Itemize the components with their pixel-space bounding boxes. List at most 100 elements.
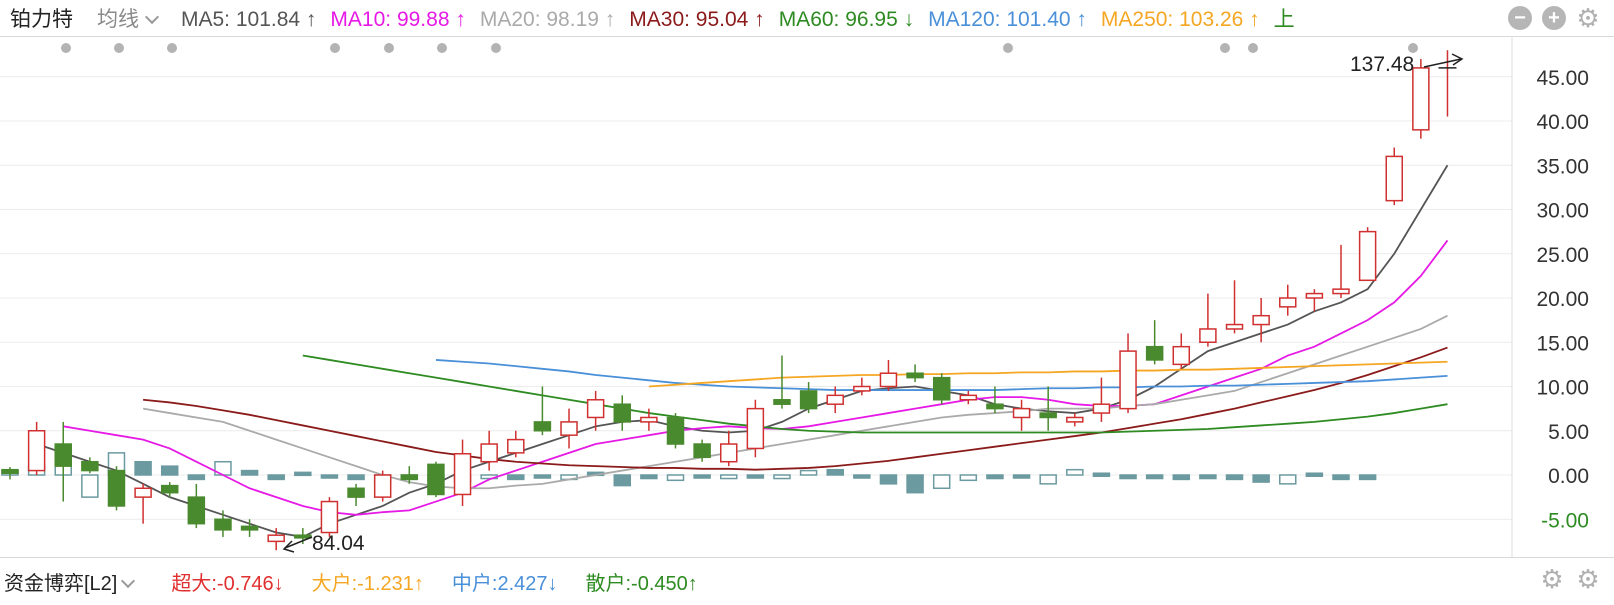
- flow-bar: [1279, 474, 1297, 485]
- low-price-label: 84.04: [312, 532, 365, 555]
- flow-bar: [1252, 474, 1270, 483]
- ma-line-ma30: [143, 346, 1448, 471]
- flow-bar: [1039, 474, 1057, 485]
- event-marker: [114, 43, 124, 53]
- chart-header: 铂力特 均线 MA5: 101.84 ↑ MA10: 99.88 ↑ MA20: 9…: [0, 0, 1614, 37]
- candle-body: [27, 430, 46, 472]
- ma-label: MA120: 101.40 ↑: [928, 8, 1087, 31]
- chart-toolbar: − + ⚙: [1508, 3, 1600, 33]
- candle-body: [640, 416, 658, 423]
- candle-body: [1358, 230, 1377, 282]
- candle-body: [373, 474, 392, 498]
- candle-body: [1145, 345, 1164, 361]
- minus-icon[interactable]: −: [1508, 6, 1532, 30]
- y-tick-label: -5.00: [1541, 509, 1589, 532]
- ma-label: MA60: 96.95 ↓: [778, 8, 915, 31]
- candle-body: [1305, 292, 1324, 299]
- candle-body: [1332, 288, 1350, 295]
- flow-bar: [613, 474, 632, 487]
- event-marker: [1220, 43, 1230, 53]
- candle-body: [932, 376, 951, 401]
- event-marker: [167, 43, 177, 53]
- candle-body: [1412, 67, 1430, 131]
- candle-body: [879, 372, 898, 388]
- candlestick-chart[interactable]: 45.00 40.00 35.00 30.00 25.00 20.00 15.00 10.00…: [0, 37, 1614, 557]
- flow-bar: [1012, 474, 1031, 479]
- gear-icon[interactable]: ⚙: [1540, 564, 1564, 594]
- flow-bar: [1332, 474, 1350, 481]
- ma-label: 上: [1273, 8, 1295, 31]
- candle-body: [400, 474, 419, 481]
- flow-bar: [1305, 472, 1324, 477]
- ma-label: MA10: 99.88 ↑: [330, 8, 466, 31]
- flow-bar: [986, 474, 1004, 480]
- gear-icon[interactable]: ⚙: [1576, 564, 1600, 594]
- candle-body: [1252, 314, 1270, 326]
- candle-body: [1039, 412, 1057, 419]
- candle-body: [507, 438, 525, 454]
- gear-icon[interactable]: ⚙: [1576, 3, 1600, 33]
- flow-bar: [160, 465, 179, 476]
- candle-body: [480, 443, 498, 463]
- flow-bar: [1092, 472, 1111, 477]
- flow-bar: [693, 474, 711, 479]
- flow-bar: [799, 469, 818, 476]
- candle-body: [240, 525, 259, 531]
- flow-bar: [746, 474, 765, 479]
- event-marker: [437, 43, 447, 53]
- candle-body: [693, 443, 711, 459]
- y-tick-label: 15.00: [1536, 332, 1589, 355]
- candle-body: [320, 500, 339, 534]
- low-price-arrow: [284, 536, 313, 549]
- flow-bar: [267, 474, 285, 481]
- candle-body: [959, 394, 978, 401]
- flow-bar: [507, 474, 525, 481]
- candle-body: [986, 403, 1004, 410]
- flow-bar: [959, 474, 978, 482]
- y-tick-label: 5.00: [1548, 421, 1589, 444]
- candle-body: [267, 534, 285, 543]
- plus-icon[interactable]: +: [1542, 6, 1566, 30]
- ma-label: MA5: 101.84 ↑: [181, 8, 317, 31]
- flow-bar: [773, 474, 791, 480]
- event-marker: [1248, 43, 1258, 53]
- y-tick-label: 40.00: [1536, 111, 1589, 134]
- candle-body: [799, 390, 818, 410]
- flow-bar: [134, 460, 152, 476]
- fund-flow-select[interactable]: 资金博弈[L2]: [4, 567, 143, 596]
- y-tick-label: 25.00: [1536, 244, 1589, 267]
- fund-flow-item: 超大:-0.746↓: [171, 573, 284, 595]
- low-price-arrowhead: [282, 540, 295, 553]
- flow-bar: [320, 474, 339, 479]
- flow-bar: [240, 469, 259, 476]
- candle-body: [586, 399, 605, 419]
- chevron-down-icon: [144, 9, 160, 25]
- candle-body: [1066, 416, 1084, 423]
- flow-bar: [826, 468, 844, 476]
- candle-body: [160, 484, 179, 494]
- event-marker: [491, 43, 501, 53]
- flow-bar: [1172, 474, 1191, 481]
- flow-bar: [1358, 474, 1377, 481]
- candle-body: [773, 399, 791, 405]
- candle-body: [1092, 403, 1111, 414]
- fund-flow-title: 资金博弈[L2]: [4, 573, 118, 595]
- candle-body: [1119, 350, 1137, 410]
- fund-flow-bar: 资金博弈[L2] 超大:-0.746↓ 大户:-1.231↑ 中户:2.427↓ 散户…: [0, 557, 1614, 605]
- flow-bar: [853, 474, 871, 479]
- ma-line-ma10: [63, 239, 1449, 516]
- candle-body: [906, 372, 924, 379]
- candle-body: [294, 534, 312, 539]
- candle-body: [347, 487, 365, 498]
- indicator-mode-select[interactable]: 均线: [97, 3, 167, 33]
- event-marker: [1003, 43, 1013, 53]
- event-marker: [330, 43, 340, 53]
- candle-body: [853, 385, 871, 392]
- high-price-label: 137.48: [1350, 53, 1414, 76]
- flow-bar: [1225, 474, 1244, 481]
- moving-average-legend: MA5: 101.84 ↑ MA10: 99.88 ↑ MA20: 98.19 ↑ M…: [167, 3, 1295, 33]
- candle-body: [533, 421, 552, 432]
- candle-body: [1385, 155, 1403, 202]
- candle-body: [746, 407, 765, 450]
- candle-body: [134, 487, 152, 498]
